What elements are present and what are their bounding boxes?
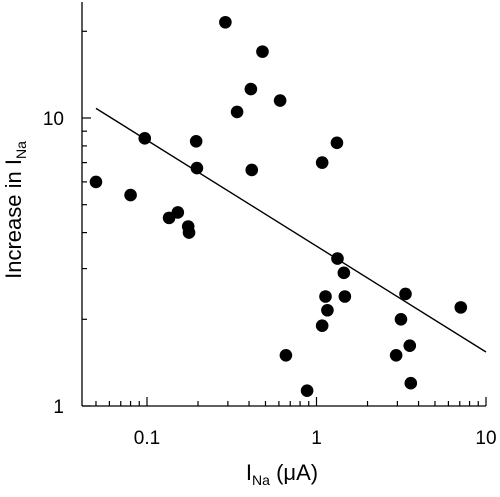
data-point — [454, 301, 468, 314]
axis-ticks — [82, 30, 487, 407]
data-point — [244, 82, 258, 96]
x-tick-label: 10 — [475, 428, 496, 449]
x-tick-label: 0.1 — [134, 428, 160, 449]
data-point — [171, 206, 185, 219]
data-point — [389, 348, 403, 362]
data-point — [337, 266, 351, 280]
data-point — [189, 135, 203, 148]
x-axis-title-unit: (μA) — [270, 460, 318, 485]
data-point — [89, 175, 103, 189]
data-point — [394, 313, 408, 326]
data-point — [182, 226, 196, 239]
data-point — [315, 156, 329, 169]
data-point — [219, 15, 232, 29]
regression-line — [95, 107, 487, 353]
data-point — [245, 163, 259, 177]
data-point — [319, 290, 332, 303]
data-points — [89, 15, 468, 398]
y-axis-title-main: Increase in I — [1, 159, 26, 279]
y-tick-label: 10 — [43, 109, 64, 130]
data-point — [403, 339, 417, 352]
data-point — [300, 384, 314, 398]
x-axis-title-main: I — [246, 460, 252, 485]
x-axis-title-subscript: Na — [252, 472, 270, 488]
data-point — [321, 303, 334, 317]
regression-line-group — [95, 107, 487, 353]
tick-labels: 0.1 1 10 1 10 — [43, 109, 497, 449]
x-tick-label: 1 — [311, 428, 322, 449]
data-point — [279, 348, 293, 362]
data-point — [256, 45, 269, 58]
data-point — [404, 376, 418, 390]
y-axis-title-subscript: Na — [13, 141, 29, 159]
data-point — [331, 252, 344, 265]
data-point — [399, 287, 412, 301]
data-point — [190, 161, 204, 175]
data-point — [315, 319, 329, 333]
y-axis-title: Increase in INa — [1, 141, 29, 279]
data-point — [330, 136, 344, 150]
data-point — [138, 132, 152, 145]
x-axis-title: INa (μA) — [246, 460, 318, 488]
data-point — [273, 94, 287, 107]
data-point — [230, 105, 244, 119]
data-point — [124, 188, 137, 202]
data-point — [338, 290, 352, 303]
y-tick-label: 1 — [53, 397, 64, 418]
